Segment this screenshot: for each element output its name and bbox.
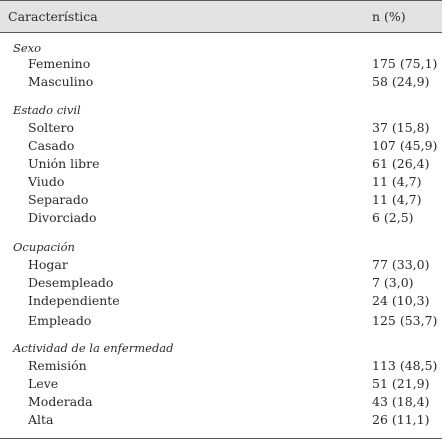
table-row: Unión libre 61 (26,4) xyxy=(0,155,442,173)
row-label: Empleado xyxy=(28,313,92,328)
table-row: Moderada 43 (18,4) xyxy=(0,393,442,411)
row-label: Femenino xyxy=(28,56,91,71)
row-value: 37 (15,8) xyxy=(372,120,430,135)
group-title-estado-civil: Estado civil xyxy=(13,103,81,117)
table-row: Separado 11 (4,7) xyxy=(0,191,442,209)
row-value: 61 (26,4) xyxy=(372,156,430,171)
row-label: Independiente xyxy=(28,293,120,308)
table-row: Independiente 24 (10,3) xyxy=(0,292,442,310)
row-value: 43 (18,4) xyxy=(372,394,430,409)
row-value: 24 (10,3) xyxy=(372,293,430,308)
row-value: 113 (48,5) xyxy=(372,358,438,373)
header-characteristic: Característica xyxy=(8,9,98,24)
table-row: Hogar 77 (33,0) xyxy=(0,256,442,274)
row-label: Leve xyxy=(28,376,59,391)
row-label: Viudo xyxy=(28,174,65,189)
row-label: Alta xyxy=(28,412,54,427)
row-value: 7 (3,0) xyxy=(372,275,414,290)
row-value: 51 (21,9) xyxy=(372,376,430,391)
table-row: Divorciado 6 (2,5) xyxy=(0,209,442,227)
row-label: Remisión xyxy=(28,358,87,373)
table-bottom-rule xyxy=(0,438,442,439)
table-row: Viudo 11 (4,7) xyxy=(0,173,442,191)
row-label: Separado xyxy=(28,192,89,207)
table-row: Masculino 58 (24,9) xyxy=(0,73,442,91)
row-label: Hogar xyxy=(28,257,68,272)
row-label: Desempleado xyxy=(28,275,114,290)
row-value: 175 (75,1) xyxy=(372,56,438,71)
row-label: Unión libre xyxy=(28,156,100,171)
table-row: Remisión 113 (48,5) xyxy=(0,357,442,375)
row-value: 107 (45,9) xyxy=(372,138,438,153)
table-row: Empleado 125 (53,7) xyxy=(0,312,442,330)
table-row: Casado 107 (45,9) xyxy=(0,137,442,155)
header-n-percent: n (%) xyxy=(372,9,406,24)
row-label: Masculino xyxy=(28,74,94,89)
table-header: Característica n (%) xyxy=(0,0,442,33)
row-label: Moderada xyxy=(28,394,93,409)
table-row: Alta 26 (11,1) xyxy=(0,411,442,429)
row-label: Casado xyxy=(28,138,75,153)
group-title-sexo: Sexo xyxy=(13,41,42,55)
row-label: Soltero xyxy=(28,120,75,135)
table-row: Leve 51 (21,9) xyxy=(0,375,442,393)
row-value: 11 (4,7) xyxy=(372,192,422,207)
row-value: 58 (24,9) xyxy=(372,74,430,89)
row-value: 77 (33,0) xyxy=(372,257,430,272)
row-label: Divorciado xyxy=(28,210,97,225)
row-value: 6 (2,5) xyxy=(372,210,414,225)
group-title-actividad: Actividad de la enfermedad xyxy=(13,341,174,355)
group-title-ocupacion: Ocupación xyxy=(13,240,75,254)
row-value: 11 (4,7) xyxy=(372,174,422,189)
table-row: Desempleado 7 (3,0) xyxy=(0,274,442,292)
table-row: Femenino 175 (75,1) xyxy=(0,55,442,73)
row-value: 26 (11,1) xyxy=(372,412,430,427)
row-value: 125 (53,7) xyxy=(372,313,438,328)
table-row: Soltero 37 (15,8) xyxy=(0,119,442,137)
